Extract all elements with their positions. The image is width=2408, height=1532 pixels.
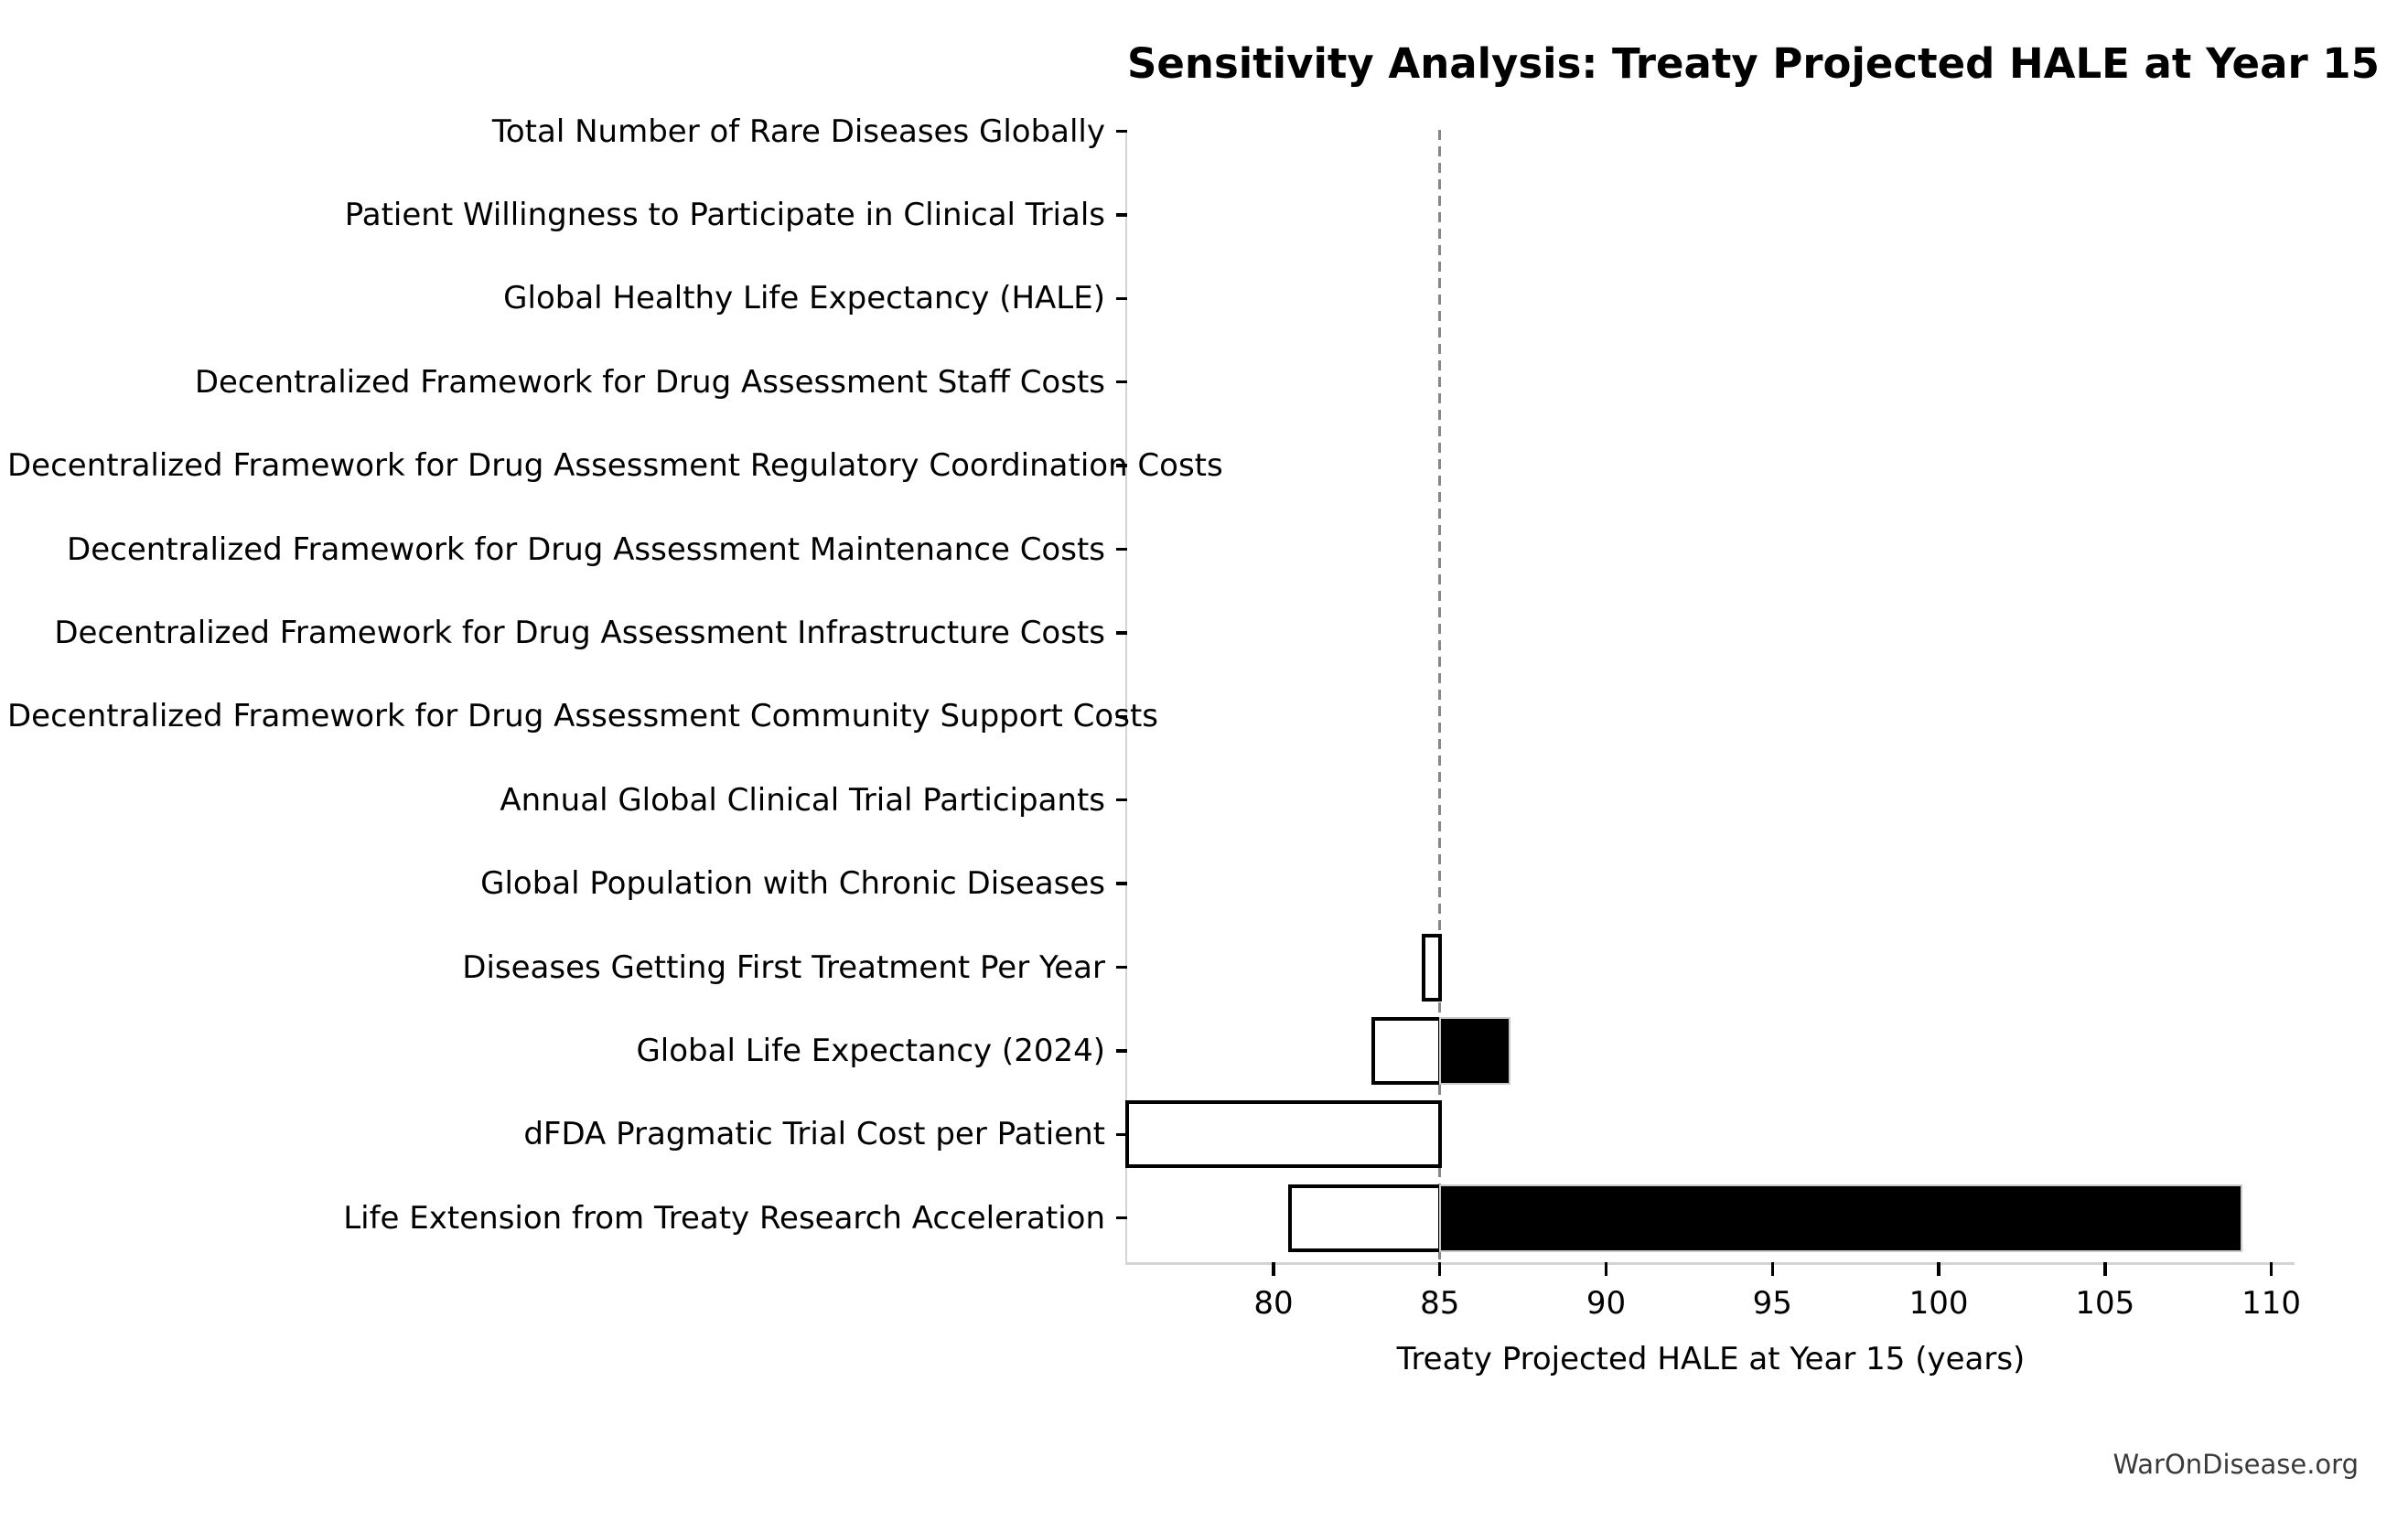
watermark-text: WarOnDisease.org — [2112, 1449, 2359, 1480]
y-axis-tick — [1116, 1049, 1127, 1053]
y-axis-tick — [1116, 464, 1127, 467]
x-axis-tick — [1937, 1262, 1940, 1276]
y-axis-tick — [1116, 798, 1127, 802]
chart-title: Sensitivity Analysis: Treaty Projected H… — [1127, 39, 2380, 88]
y-axis-label: Annual Global Clinical Trial Participant… — [500, 781, 1105, 819]
x-axis-tick-label: 80 — [1253, 1285, 1294, 1322]
y-axis-tick — [1116, 965, 1127, 970]
y-axis-tick — [1116, 1216, 1127, 1220]
x-axis-tick — [2103, 1262, 2107, 1276]
y-axis-tick — [1116, 129, 1127, 134]
x-axis-tick — [1770, 1262, 1774, 1276]
base-value-dashed-line — [1438, 130, 1442, 1262]
x-axis-tick-label: 105 — [2075, 1285, 2135, 1322]
x-axis-tick — [1272, 1262, 1275, 1276]
x-axis-tick-label: 90 — [1586, 1285, 1627, 1322]
y-axis-tick — [1116, 547, 1127, 552]
bar-low-12 — [1125, 1100, 1442, 1169]
bar-low-13 — [1288, 1184, 1442, 1252]
y-axis-label: Decentralized Framework for Drug Assessm… — [7, 698, 1158, 735]
y-axis-tick — [1116, 213, 1127, 217]
y-axis-spine — [1125, 130, 1127, 1262]
y-axis-label: Total Number of Rare Diseases Globally — [491, 112, 1105, 150]
plot-area — [1125, 130, 2295, 1265]
y-axis-tick — [1116, 631, 1127, 635]
y-axis-label: dFDA Pragmatic Trial Cost per Patient — [523, 1116, 1105, 1153]
y-axis-tick — [1116, 296, 1127, 301]
x-axis-tick-label: 95 — [1752, 1285, 1792, 1322]
y-axis-label: Global Population with Chronic Diseases — [480, 865, 1105, 903]
y-axis-tick — [1116, 380, 1127, 384]
y-axis-label: Decentralized Framework for Drug Assessm… — [67, 530, 1105, 568]
x-axis-tick — [2269, 1262, 2274, 1276]
x-axis-tick-label: 110 — [2241, 1285, 2301, 1322]
bar-high-11 — [1438, 1016, 1511, 1085]
bar-low-10 — [1421, 933, 1442, 1002]
x-axis-tick — [1604, 1262, 1608, 1276]
bar-low-11 — [1371, 1016, 1442, 1085]
x-axis-tick-label: 100 — [1908, 1285, 1969, 1322]
x-axis-label: Treaty Projected HALE at Year 15 (years) — [1396, 1341, 2026, 1377]
y-axis-tick — [1116, 1132, 1127, 1137]
y-axis-label: Decentralized Framework for Drug Assessm… — [194, 363, 1105, 401]
x-axis-spine — [1125, 1262, 2295, 1265]
y-axis-label: Diseases Getting First Treatment Per Yea… — [462, 948, 1105, 986]
y-axis-label: Decentralized Framework for Drug Assessm… — [54, 614, 1105, 651]
y-axis-label: Global Healthy Life Expectancy (HALE) — [503, 280, 1105, 317]
y-axis-label: Decentralized Framework for Drug Assessm… — [7, 447, 1223, 485]
y-axis-label: Life Extension from Treaty Research Acce… — [343, 1199, 1105, 1237]
y-axis-tick — [1116, 882, 1127, 885]
y-axis-label: Patient Willingness to Participate in Cl… — [344, 196, 1105, 233]
x-axis-tick-label: 85 — [1420, 1285, 1460, 1322]
y-axis-tick — [1116, 714, 1127, 719]
bar-high-13 — [1438, 1184, 2242, 1252]
x-axis-tick — [1437, 1262, 1442, 1276]
y-axis-label: Global Life Expectancy (2024) — [636, 1032, 1105, 1069]
